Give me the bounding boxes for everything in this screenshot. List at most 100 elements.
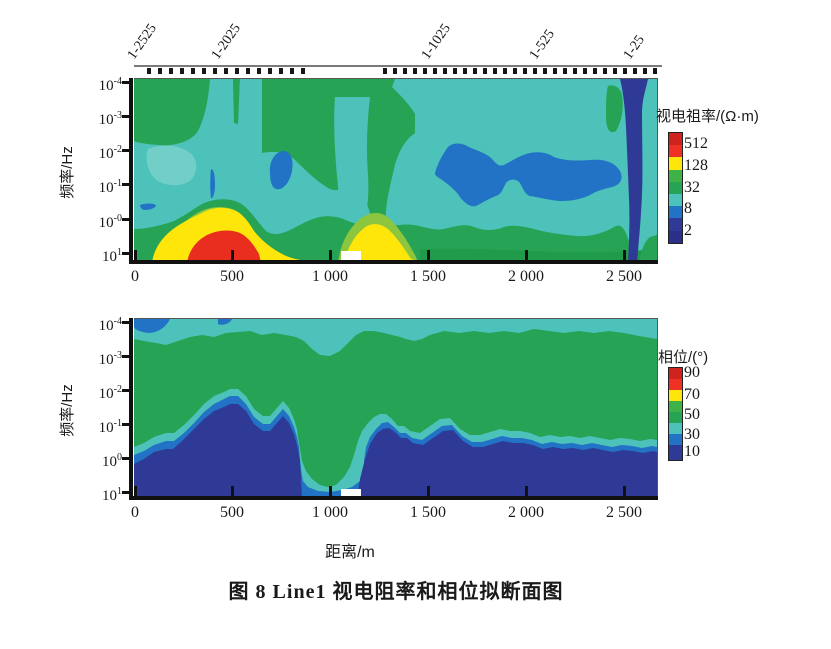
- phase-x-axis-line: [129, 496, 658, 500]
- station-ruler-line: [134, 65, 662, 67]
- colorbar-cell: [669, 181, 682, 194]
- phase-colorbar: [668, 367, 683, 461]
- station-tick-group-east: [383, 68, 657, 74]
- colorbar-cell: [669, 133, 682, 146]
- x-tick-label: 0: [131, 504, 139, 521]
- x-tick-mark: [427, 250, 430, 261]
- x-tick-mark: [623, 250, 626, 261]
- y-tick-label: 10-3: [98, 350, 122, 368]
- x-tick-mark: [427, 486, 430, 497]
- y-tick-label: 10-1: [98, 178, 122, 196]
- x-tick-mark: [134, 250, 137, 261]
- x-tick-label: 1 500: [410, 268, 446, 285]
- y-tick-mark: [122, 81, 131, 84]
- y-tick-label: 101: [102, 486, 122, 504]
- x-tick-label: 2 500: [606, 268, 642, 285]
- colorbar-cell: [669, 423, 682, 434]
- x-tick-mark: [329, 486, 332, 497]
- x-tick-mark: [525, 486, 528, 497]
- x-tick-mark: [231, 250, 234, 261]
- colorbar-tick-label: 8: [684, 200, 692, 217]
- y-tick-label: 100: [102, 452, 122, 470]
- colorbar-cell: [669, 401, 682, 412]
- colorbar-cell: [669, 390, 682, 401]
- y-tick-label: 10-0: [98, 213, 122, 231]
- colorbar-cell: [669, 145, 682, 158]
- resistivity-pseudosection-svg: [134, 79, 657, 263]
- navy-low-phase-west: [134, 404, 302, 499]
- y-tick-mark: [122, 149, 131, 152]
- colorbar-tick-label: 90: [684, 364, 700, 381]
- colorbar-tick-label: 2: [684, 222, 692, 239]
- y-tick-mark: [122, 218, 131, 221]
- cyan-low-frequency-strip: [134, 319, 657, 356]
- y-tick-mark: [122, 355, 131, 358]
- y-tick-label: 10-1: [98, 418, 122, 436]
- resistivity-colorbar-title: 视电祖率/(Ω·m): [656, 108, 759, 125]
- y-tick-mark: [122, 321, 131, 324]
- y-tick-label: 10-3: [98, 110, 122, 128]
- x-tick-label: 1 000: [312, 268, 348, 285]
- colorbar-cell: [669, 445, 682, 460]
- figure-caption: 图 8 Line1 视电阻率和相位拟断面图: [228, 581, 564, 603]
- x-tick-mark: [525, 250, 528, 261]
- x-tick-label: 1 000: [312, 504, 348, 521]
- y-tick-label: 10-4: [98, 316, 122, 334]
- y-tick-mark: [122, 491, 131, 494]
- colorbar-cell: [669, 434, 682, 445]
- station-tick-group-west: [147, 68, 309, 74]
- x-tick-label: 1 500: [410, 504, 446, 521]
- y-tick-label: 10-4: [98, 76, 122, 94]
- x-tick-label: 500: [220, 504, 244, 521]
- y-tick-mark: [122, 252, 131, 255]
- colorbar-tick-label: 30: [684, 426, 700, 443]
- phase-y-axis-title: 频率/Hz: [58, 384, 76, 437]
- station-label: 1-25: [620, 32, 648, 63]
- resistivity-y-axis-line: [129, 78, 133, 262]
- station-label: 1-2525: [124, 21, 160, 63]
- x-tick-label: 500: [220, 268, 244, 285]
- yellow-anomaly-center: [344, 224, 430, 263]
- x-tick-mark: [623, 486, 626, 497]
- x-tick-label: 0: [131, 268, 139, 285]
- station-label: 1-525: [526, 27, 558, 63]
- y-tick-label: 10-2: [98, 384, 122, 402]
- phase-colorbar-title: 相位/(°): [658, 349, 709, 366]
- blue-conductive-zone-east: [435, 143, 622, 207]
- colorbar-cell: [669, 368, 682, 379]
- x-tick-mark: [329, 250, 332, 261]
- colorbar-cell: [669, 206, 682, 219]
- blue-top-west-patch: [134, 319, 170, 333]
- phase-panel: [134, 318, 658, 499]
- colorbar-cell: [669, 412, 682, 423]
- colorbar-cell: [669, 169, 682, 182]
- colorbar-tick-label: 10: [684, 443, 700, 460]
- x-tick-mark: [231, 486, 234, 497]
- colorbar-tick-label: 70: [684, 386, 700, 403]
- resistivity-y-axis-title: 频率/Hz: [58, 146, 76, 199]
- colorbar-cell: [669, 230, 682, 243]
- y-tick-mark: [122, 389, 131, 392]
- resistivity-x-axis-line: [129, 260, 658, 264]
- phase-pseudosection-svg: [134, 319, 657, 499]
- colorbar-cell: [669, 379, 682, 390]
- colorbar-tick-label: 32: [684, 179, 700, 196]
- resistivity-colorbar: [668, 132, 683, 244]
- station-label: 1-2025: [208, 21, 244, 63]
- colorbar-cell: [669, 157, 682, 170]
- x-tick-mark: [134, 486, 137, 497]
- navy-low-phase-east: [357, 428, 657, 499]
- data-gap-marker: [341, 489, 361, 498]
- x-tick-label: 2 500: [606, 504, 642, 521]
- colorbar-tick-label: 512: [684, 135, 708, 152]
- colorbar-cell: [669, 218, 682, 231]
- y-tick-label: 10-2: [98, 144, 122, 162]
- station-label: 1-1025: [418, 21, 454, 63]
- x-tick-label: 2 000: [508, 504, 544, 521]
- colorbar-cell: [669, 193, 682, 207]
- data-gap-marker: [341, 251, 361, 261]
- colorbar-tick-label: 50: [684, 406, 700, 423]
- navy-stripe-east-end: [620, 79, 648, 263]
- colorbar-tick-label: 128: [684, 157, 708, 174]
